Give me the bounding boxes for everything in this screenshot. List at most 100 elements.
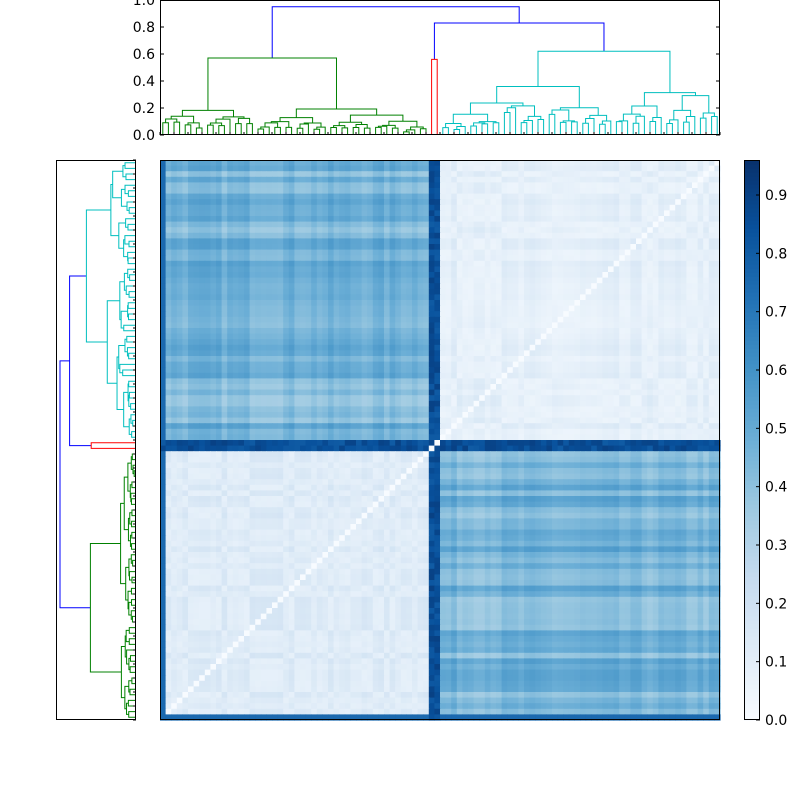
- heatmap-cell: [277, 316, 284, 323]
- heatmap-cell: [400, 333, 407, 340]
- heatmap-cell: [518, 350, 525, 357]
- heatmap-cell: [507, 339, 514, 346]
- heatmap-cell: [165, 277, 172, 284]
- heatmap-cell: [294, 350, 301, 357]
- heatmap-cell: [300, 283, 307, 290]
- heatmap-cell: [574, 300, 581, 307]
- heatmap-cell: [524, 384, 531, 391]
- heatmap-cell: [316, 216, 323, 223]
- heatmap-cell: [367, 277, 374, 284]
- heatmap-cell: [300, 339, 307, 346]
- heatmap-cell: [417, 294, 424, 301]
- heatmap-cell: [193, 255, 200, 262]
- heatmap-cell: [703, 221, 710, 228]
- heatmap-cell: [445, 216, 452, 223]
- heatmap-cell: [675, 244, 682, 251]
- heatmap-cell: [176, 378, 183, 385]
- dendrogram-link: [279, 117, 314, 124]
- heatmap-cell: [171, 378, 178, 385]
- heatmap-cell: [188, 412, 195, 419]
- heatmap-cell: [557, 182, 564, 189]
- heatmap-cell: [395, 272, 402, 279]
- heatmap-cell: [188, 232, 195, 239]
- heatmap-cell: [714, 350, 721, 357]
- heatmap-cell: [165, 367, 172, 374]
- heatmap-cell: [171, 328, 178, 335]
- heatmap-cell: [524, 266, 531, 273]
- heatmap-cell: [227, 300, 234, 307]
- heatmap-cell: [608, 367, 615, 374]
- heatmap-cell: [512, 412, 519, 419]
- heatmap-cell: [210, 400, 217, 407]
- heatmap-cell: [395, 210, 402, 217]
- heatmap-cell: [176, 244, 183, 251]
- heatmap-cell: [283, 182, 290, 189]
- heatmap-cell: [535, 255, 542, 262]
- heatmap-cell: [165, 188, 172, 195]
- heatmap-cell: [658, 339, 665, 346]
- heatmap-cell: [260, 305, 267, 312]
- heatmap-cell: [378, 199, 385, 206]
- heatmap-cell: [479, 288, 486, 295]
- heatmap-cell: [266, 322, 273, 329]
- heatmap-cell: [204, 344, 211, 351]
- heatmap-cell: [412, 356, 419, 363]
- heatmap-cell: [546, 283, 553, 290]
- heatmap-cell: [221, 400, 228, 407]
- heatmap-cell: [160, 249, 167, 256]
- heatmap-cell: [613, 328, 620, 335]
- heatmap-cell: [423, 294, 430, 301]
- heatmap-cell: [529, 316, 536, 323]
- dendrogram-link: [126, 201, 136, 211]
- heatmap-cell: [266, 160, 273, 167]
- dendrogram-link: [537, 50, 671, 93]
- heatmap-cell: [384, 255, 391, 262]
- heatmap-cell: [708, 199, 715, 206]
- heatmap-cell: [244, 361, 251, 368]
- heatmap-cell: [680, 221, 687, 228]
- heatmap-cell: [445, 227, 452, 234]
- heatmap-cell: [608, 400, 615, 407]
- heatmap-cell: [692, 277, 699, 284]
- heatmap-cell: [473, 260, 480, 267]
- heatmap-cell: [686, 249, 693, 256]
- heatmap-cell: [204, 171, 211, 178]
- heatmap-cell: [568, 300, 575, 307]
- heatmap-cell: [596, 249, 603, 256]
- heatmap-cell: [288, 350, 295, 357]
- heatmap-cell: [193, 160, 200, 167]
- heatmap-cell: [339, 221, 346, 228]
- heatmap-cell: [277, 361, 284, 368]
- heatmap-cell: [232, 395, 239, 402]
- heatmap-cell: [389, 322, 396, 329]
- heatmap-cell: [563, 193, 570, 200]
- heatmap-cell: [580, 221, 587, 228]
- heatmap-cell: [669, 199, 676, 206]
- heatmap-cell: [227, 372, 234, 379]
- heatmap-cell: [165, 227, 172, 234]
- dendrogram-link: [685, 115, 696, 135]
- heatmap-cell: [311, 412, 318, 419]
- heatmap-cell: [596, 210, 603, 217]
- heatmap-cell: [580, 316, 587, 323]
- heatmap-cell: [440, 412, 447, 419]
- heatmap-cell: [451, 344, 458, 351]
- heatmap-cell: [232, 311, 239, 318]
- heatmap-cell: [300, 400, 307, 407]
- heatmap-cell: [445, 344, 452, 351]
- heatmap-cell: [652, 227, 659, 234]
- heatmap-cell: [165, 356, 172, 363]
- heatmap-cell: [507, 395, 514, 402]
- heatmap-cell: [188, 367, 195, 374]
- heatmap-cell: [193, 272, 200, 279]
- dendrogram-link: [129, 512, 132, 525]
- heatmap-cell: [423, 300, 430, 307]
- heatmap-cell: [182, 406, 189, 413]
- heatmap-cell: [686, 300, 693, 307]
- heatmap-cell: [350, 333, 357, 340]
- dendrogram-link: [120, 646, 126, 699]
- heatmap-cell: [479, 328, 486, 335]
- heatmap-cell: [479, 316, 486, 323]
- heatmap-cell: [428, 210, 435, 217]
- heatmap-cell: [675, 210, 682, 217]
